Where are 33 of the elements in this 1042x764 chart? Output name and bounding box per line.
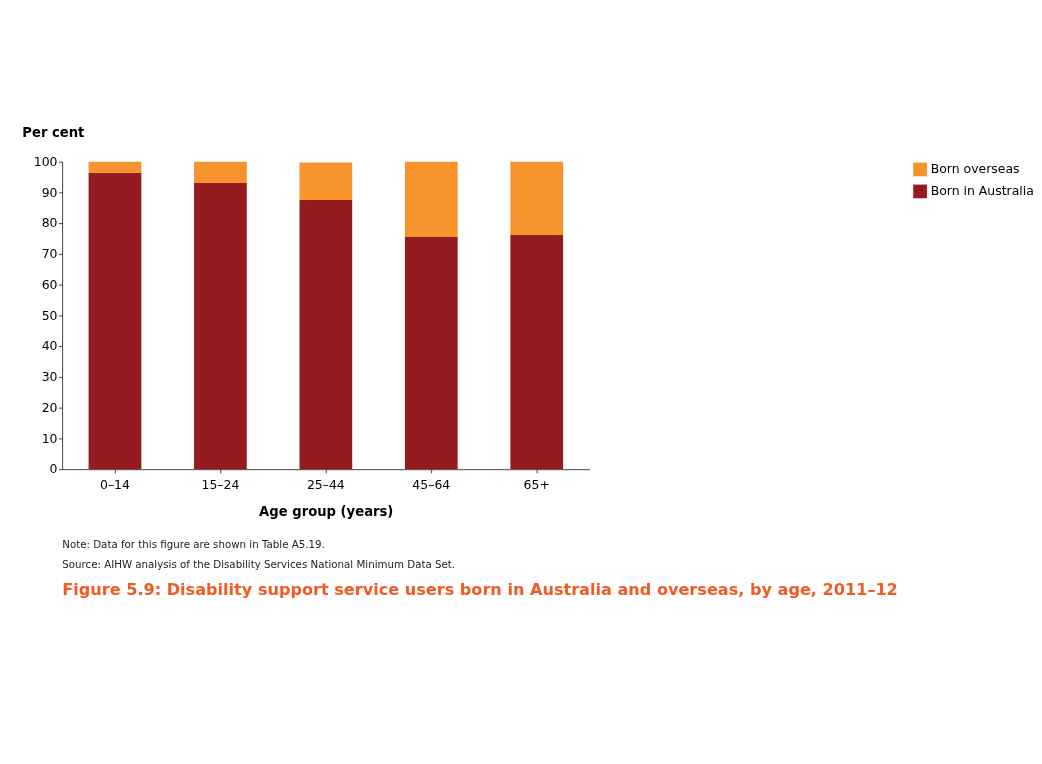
text: Figure 5.9: Disability support service users born in Australia and overseas, by age, 2011–12 <box>62 579 898 599</box>
x-tick-label: 45–64 <box>412 476 451 492</box>
bar <box>299 199 353 470</box>
bar <box>194 161 247 183</box>
y-tick-label: 20 <box>41 399 58 415</box>
y-axis-title: Per cent <box>22 125 85 141</box>
legend-label: Born in Australia <box>930 183 1034 199</box>
bar <box>510 234 564 470</box>
bar <box>299 162 353 200</box>
bar <box>194 182 247 470</box>
bar <box>404 161 458 238</box>
x-tick-label: 0–14 <box>99 476 131 492</box>
y-tick-label: 70 <box>41 246 58 262</box>
y-tick-label: 50 <box>41 307 58 323</box>
bar <box>88 172 142 470</box>
legend-label: Born overseas <box>930 161 1020 177</box>
y-tick-label: 40 <box>41 338 58 354</box>
y-tick-label: 0 <box>49 461 58 477</box>
y-tick-label: 80 <box>41 215 58 231</box>
y-tick-label: 100 <box>33 153 58 169</box>
x-tick-label: 15–24 <box>201 476 240 492</box>
text: Note: Data for this figure are shown in Table A5.19. <box>62 537 325 550</box>
bar <box>404 237 458 470</box>
source-note: Source: AIHW analysis of the Disability Services National Minimum Data Set. <box>62 558 456 571</box>
bar <box>88 161 142 173</box>
x-tick-label: 25–44 <box>306 476 345 492</box>
y-tick-label: 60 <box>41 276 58 292</box>
bar <box>510 161 564 235</box>
y-tick-label: 10 <box>41 430 58 446</box>
x-tick-label: 65+ <box>523 476 550 492</box>
x-axis-title: Age group (years) <box>259 503 394 519</box>
y-tick-label: 30 <box>41 369 58 385</box>
y-tick-label: 90 <box>41 184 58 200</box>
